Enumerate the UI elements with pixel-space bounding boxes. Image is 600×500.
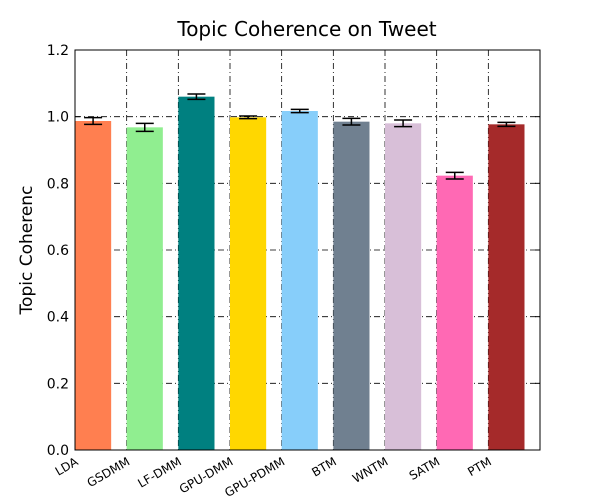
y-tick-label: 0.0	[47, 443, 69, 459]
bar	[385, 123, 422, 450]
y-tick-label: 1.0	[47, 110, 69, 126]
y-tick-label: 0.2	[47, 376, 69, 392]
bar	[436, 175, 473, 450]
plot-frame	[74, 49, 541, 451]
y-tick-label: 0.8	[47, 176, 69, 192]
chart-title: Topic Coherence on Tweet	[176, 17, 436, 41]
y-axis-label: Topic Coherenc	[17, 186, 37, 316]
bar	[230, 117, 267, 450]
bar	[333, 121, 370, 451]
bar	[126, 127, 163, 450]
y-tick-label: 1.2	[47, 43, 69, 59]
bar	[75, 121, 112, 450]
bar	[488, 124, 525, 450]
bar	[178, 96, 215, 451]
y-tick-label: 0.4	[47, 310, 69, 326]
bar	[281, 111, 318, 450]
y-tick-label: 0.6	[47, 243, 69, 259]
